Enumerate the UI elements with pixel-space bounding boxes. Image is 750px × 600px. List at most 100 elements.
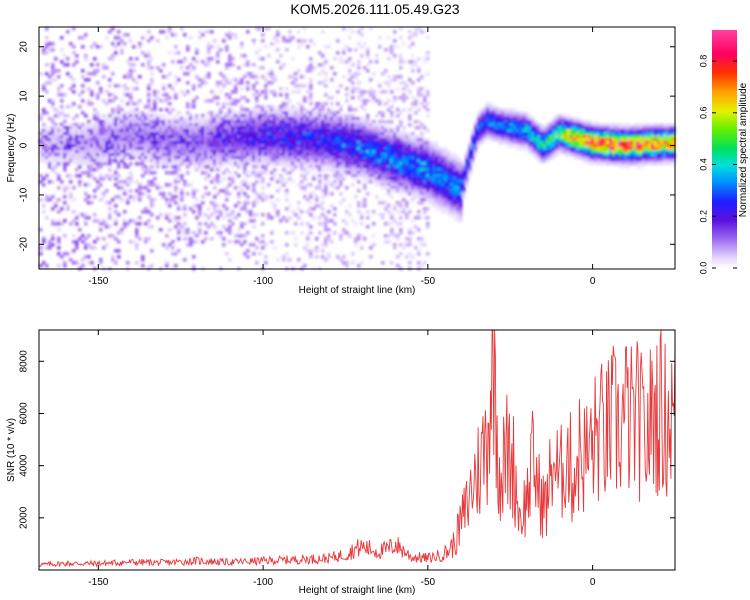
spectrogram-cell bbox=[372, 90, 376, 94]
spectrogram-cell bbox=[336, 141, 340, 145]
spectrogram-cell bbox=[156, 216, 160, 220]
spectrogram-cell bbox=[489, 114, 493, 118]
spectrogram-cell bbox=[96, 123, 100, 127]
spectrogram-cell bbox=[204, 186, 208, 190]
spectrogram-cell bbox=[207, 99, 211, 103]
spectrogram-cell bbox=[168, 126, 172, 130]
spectrogram-cell bbox=[156, 129, 160, 133]
spectrogram-cell bbox=[105, 102, 109, 106]
spectrogram-cell bbox=[453, 153, 457, 157]
spectrogram-cell bbox=[336, 159, 340, 163]
spectrogram-cell bbox=[207, 144, 211, 148]
spectrogram-cell bbox=[138, 150, 142, 154]
spectrogram-cell bbox=[90, 126, 94, 130]
spectrogram-cell bbox=[279, 93, 283, 97]
spectrogram-cell bbox=[417, 261, 421, 265]
spectrogram-cell bbox=[105, 150, 109, 154]
spectrogram-cell bbox=[561, 144, 565, 148]
spectrogram-cell bbox=[75, 126, 79, 130]
spectrogram-cell bbox=[252, 156, 256, 160]
spectrogram-cell bbox=[423, 192, 427, 196]
spectrogram-cell bbox=[399, 111, 403, 115]
spectrogram-cell bbox=[237, 123, 241, 127]
spectrogram-cell bbox=[54, 135, 58, 139]
spectrogram-cell bbox=[477, 123, 481, 127]
spectrogram-cell bbox=[147, 39, 151, 43]
spectrogram-cell bbox=[114, 222, 118, 226]
spectrogram-cell bbox=[510, 141, 514, 145]
spectrogram-cell bbox=[366, 159, 370, 163]
spectrogram-cell bbox=[129, 132, 133, 136]
spectrogram-cell bbox=[174, 141, 178, 145]
spectrogram-cell bbox=[90, 141, 94, 145]
spectrogram-cell bbox=[426, 90, 430, 94]
spectrogram-cell bbox=[87, 150, 91, 154]
spectrogram-cell bbox=[186, 165, 190, 169]
spectrogram-cell bbox=[150, 108, 154, 112]
spectrogram-cell bbox=[522, 147, 526, 151]
spectrogram-cell bbox=[225, 81, 229, 85]
spectrogram-cell bbox=[219, 213, 223, 217]
spectrogram-cell bbox=[237, 126, 241, 130]
spectrogram-cell bbox=[318, 102, 322, 106]
spectrogram-cell bbox=[159, 147, 163, 151]
spectrogram-cell bbox=[534, 120, 538, 124]
spectrogram-cell bbox=[117, 117, 121, 121]
spectrogram-cell bbox=[249, 150, 253, 154]
spectrogram-cell bbox=[318, 135, 322, 139]
spectrogram-cell bbox=[192, 135, 196, 139]
spectrogram-cell bbox=[363, 171, 367, 175]
spectrogram-cell bbox=[309, 183, 313, 187]
spectrogram-cell bbox=[105, 144, 109, 148]
spectrogram-cell bbox=[291, 138, 295, 142]
spectrogram-cell bbox=[258, 126, 262, 130]
spectrogram-cell bbox=[396, 180, 400, 184]
spectrogram-cell bbox=[390, 165, 394, 169]
spectrogram-cell bbox=[258, 138, 262, 142]
spectrogram-cell bbox=[51, 72, 55, 76]
spectrogram-cell bbox=[111, 72, 115, 76]
spectrogram-cell bbox=[255, 138, 259, 142]
spectrogram-cell bbox=[252, 120, 256, 124]
spectrogram-cell bbox=[339, 192, 343, 196]
spectrogram-cell bbox=[354, 48, 358, 52]
spectrogram-cell bbox=[288, 150, 292, 154]
spectrogram-cell bbox=[543, 147, 547, 151]
spectrogram-cell bbox=[333, 162, 337, 166]
spectrogram-cell bbox=[321, 189, 325, 193]
spectrogram-cell bbox=[510, 114, 514, 118]
spectrogram-cell bbox=[222, 153, 226, 157]
spectrogram-cell bbox=[366, 153, 370, 157]
spectrogram-cell bbox=[579, 126, 583, 130]
spectrogram-cell bbox=[453, 174, 457, 178]
spectrogram-cell bbox=[177, 120, 181, 124]
spectrogram-cell bbox=[171, 132, 175, 136]
spectrogram-cell bbox=[195, 168, 199, 172]
spectrogram-cell bbox=[387, 222, 391, 226]
spectrogram-cell bbox=[426, 222, 430, 226]
spectrogram-cell bbox=[315, 129, 319, 133]
spectrogram-cell bbox=[219, 123, 223, 127]
spectrogram-cell bbox=[369, 162, 373, 166]
spectrogram-cell bbox=[525, 144, 529, 148]
spectrogram-cell bbox=[210, 141, 214, 145]
spectrogram-cell bbox=[210, 201, 214, 205]
spectrogram-cell bbox=[603, 126, 607, 130]
spectrogram-cell bbox=[351, 129, 355, 133]
spectrogram-cell bbox=[114, 126, 118, 130]
spectrogram-cell bbox=[129, 63, 133, 67]
spectrogram-cell bbox=[231, 120, 235, 124]
spectrogram-cell bbox=[270, 231, 274, 235]
spectrogram-cell bbox=[57, 222, 61, 226]
spectrogram-cell bbox=[69, 156, 73, 160]
spectrogram-cell bbox=[291, 159, 295, 163]
spectrogram-cell bbox=[426, 147, 430, 151]
spectrogram-cell bbox=[297, 138, 301, 142]
spectrogram-cell bbox=[93, 213, 97, 217]
spectrogram-cell bbox=[435, 198, 439, 202]
spectrogram-cell bbox=[87, 168, 91, 172]
spectrogram-cell bbox=[465, 153, 469, 157]
spectrogram-cell bbox=[264, 171, 268, 175]
spectrogram-cell bbox=[420, 156, 424, 160]
spectrogram-cell bbox=[42, 156, 46, 160]
